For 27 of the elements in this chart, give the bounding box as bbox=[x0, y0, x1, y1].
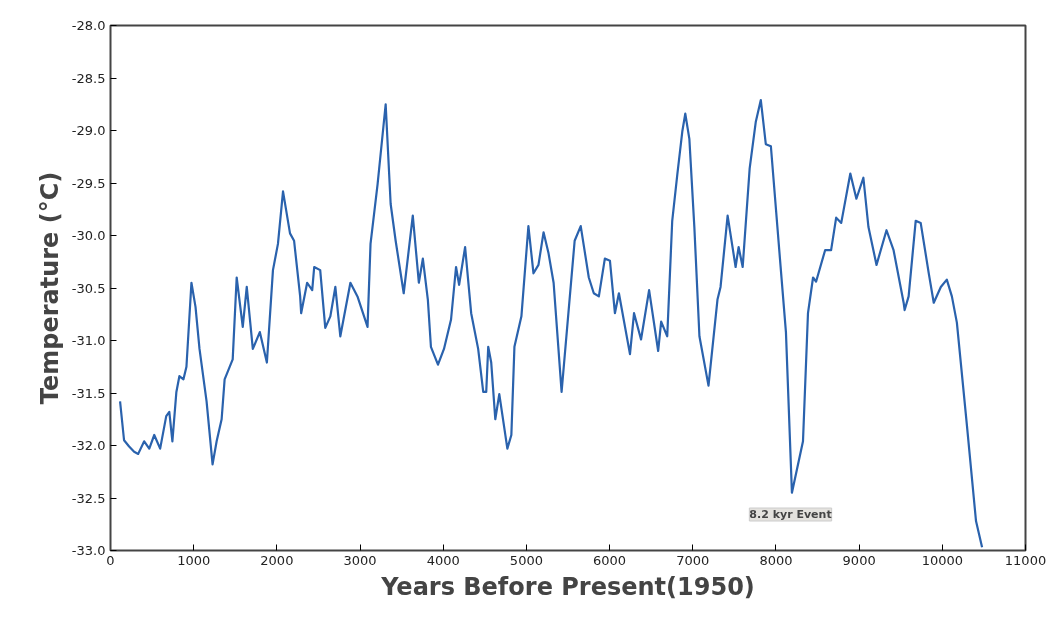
annotation: 8.2 kyr Event bbox=[749, 508, 832, 521]
x-tick-label: 1000 bbox=[177, 552, 211, 568]
y-tick-label: -32.0 bbox=[71, 438, 106, 453]
y-tick-label: -32.5 bbox=[71, 490, 106, 506]
y-tick-label: -33.0 bbox=[71, 543, 106, 558]
y-tick-label: -31.5 bbox=[71, 385, 106, 401]
x-tick-label: 4000 bbox=[426, 552, 460, 568]
y-tick-label: -28.0 bbox=[71, 18, 106, 33]
y-tick-label: -31.0 bbox=[71, 333, 106, 348]
x-tick-label: 6000 bbox=[593, 552, 627, 568]
y-tick-label: -28.5 bbox=[71, 70, 106, 86]
y-axis-title: Temperature (°C) bbox=[35, 171, 64, 405]
y-tick-label: -29.5 bbox=[71, 175, 106, 191]
x-tick-label: 8000 bbox=[759, 552, 793, 568]
x-tick-label: 7000 bbox=[676, 552, 710, 568]
x-tick-label: 0 bbox=[106, 552, 115, 568]
y-tick-label: -30.0 bbox=[71, 228, 106, 243]
x-tick-label: 11000 bbox=[1004, 552, 1047, 568]
y-tick-label: -29.0 bbox=[71, 123, 106, 138]
x-tick-label: 9000 bbox=[842, 552, 876, 568]
x-tick-label: 2000 bbox=[260, 552, 294, 568]
y-tick-label: -30.5 bbox=[71, 280, 106, 296]
x-tick-label: 3000 bbox=[343, 552, 377, 568]
x-axis-title: Years Before Present(1950) bbox=[380, 572, 755, 601]
x-tick-label: 5000 bbox=[509, 552, 543, 568]
line-series bbox=[118, 98, 984, 549]
x-tick-label: 10000 bbox=[921, 552, 963, 568]
